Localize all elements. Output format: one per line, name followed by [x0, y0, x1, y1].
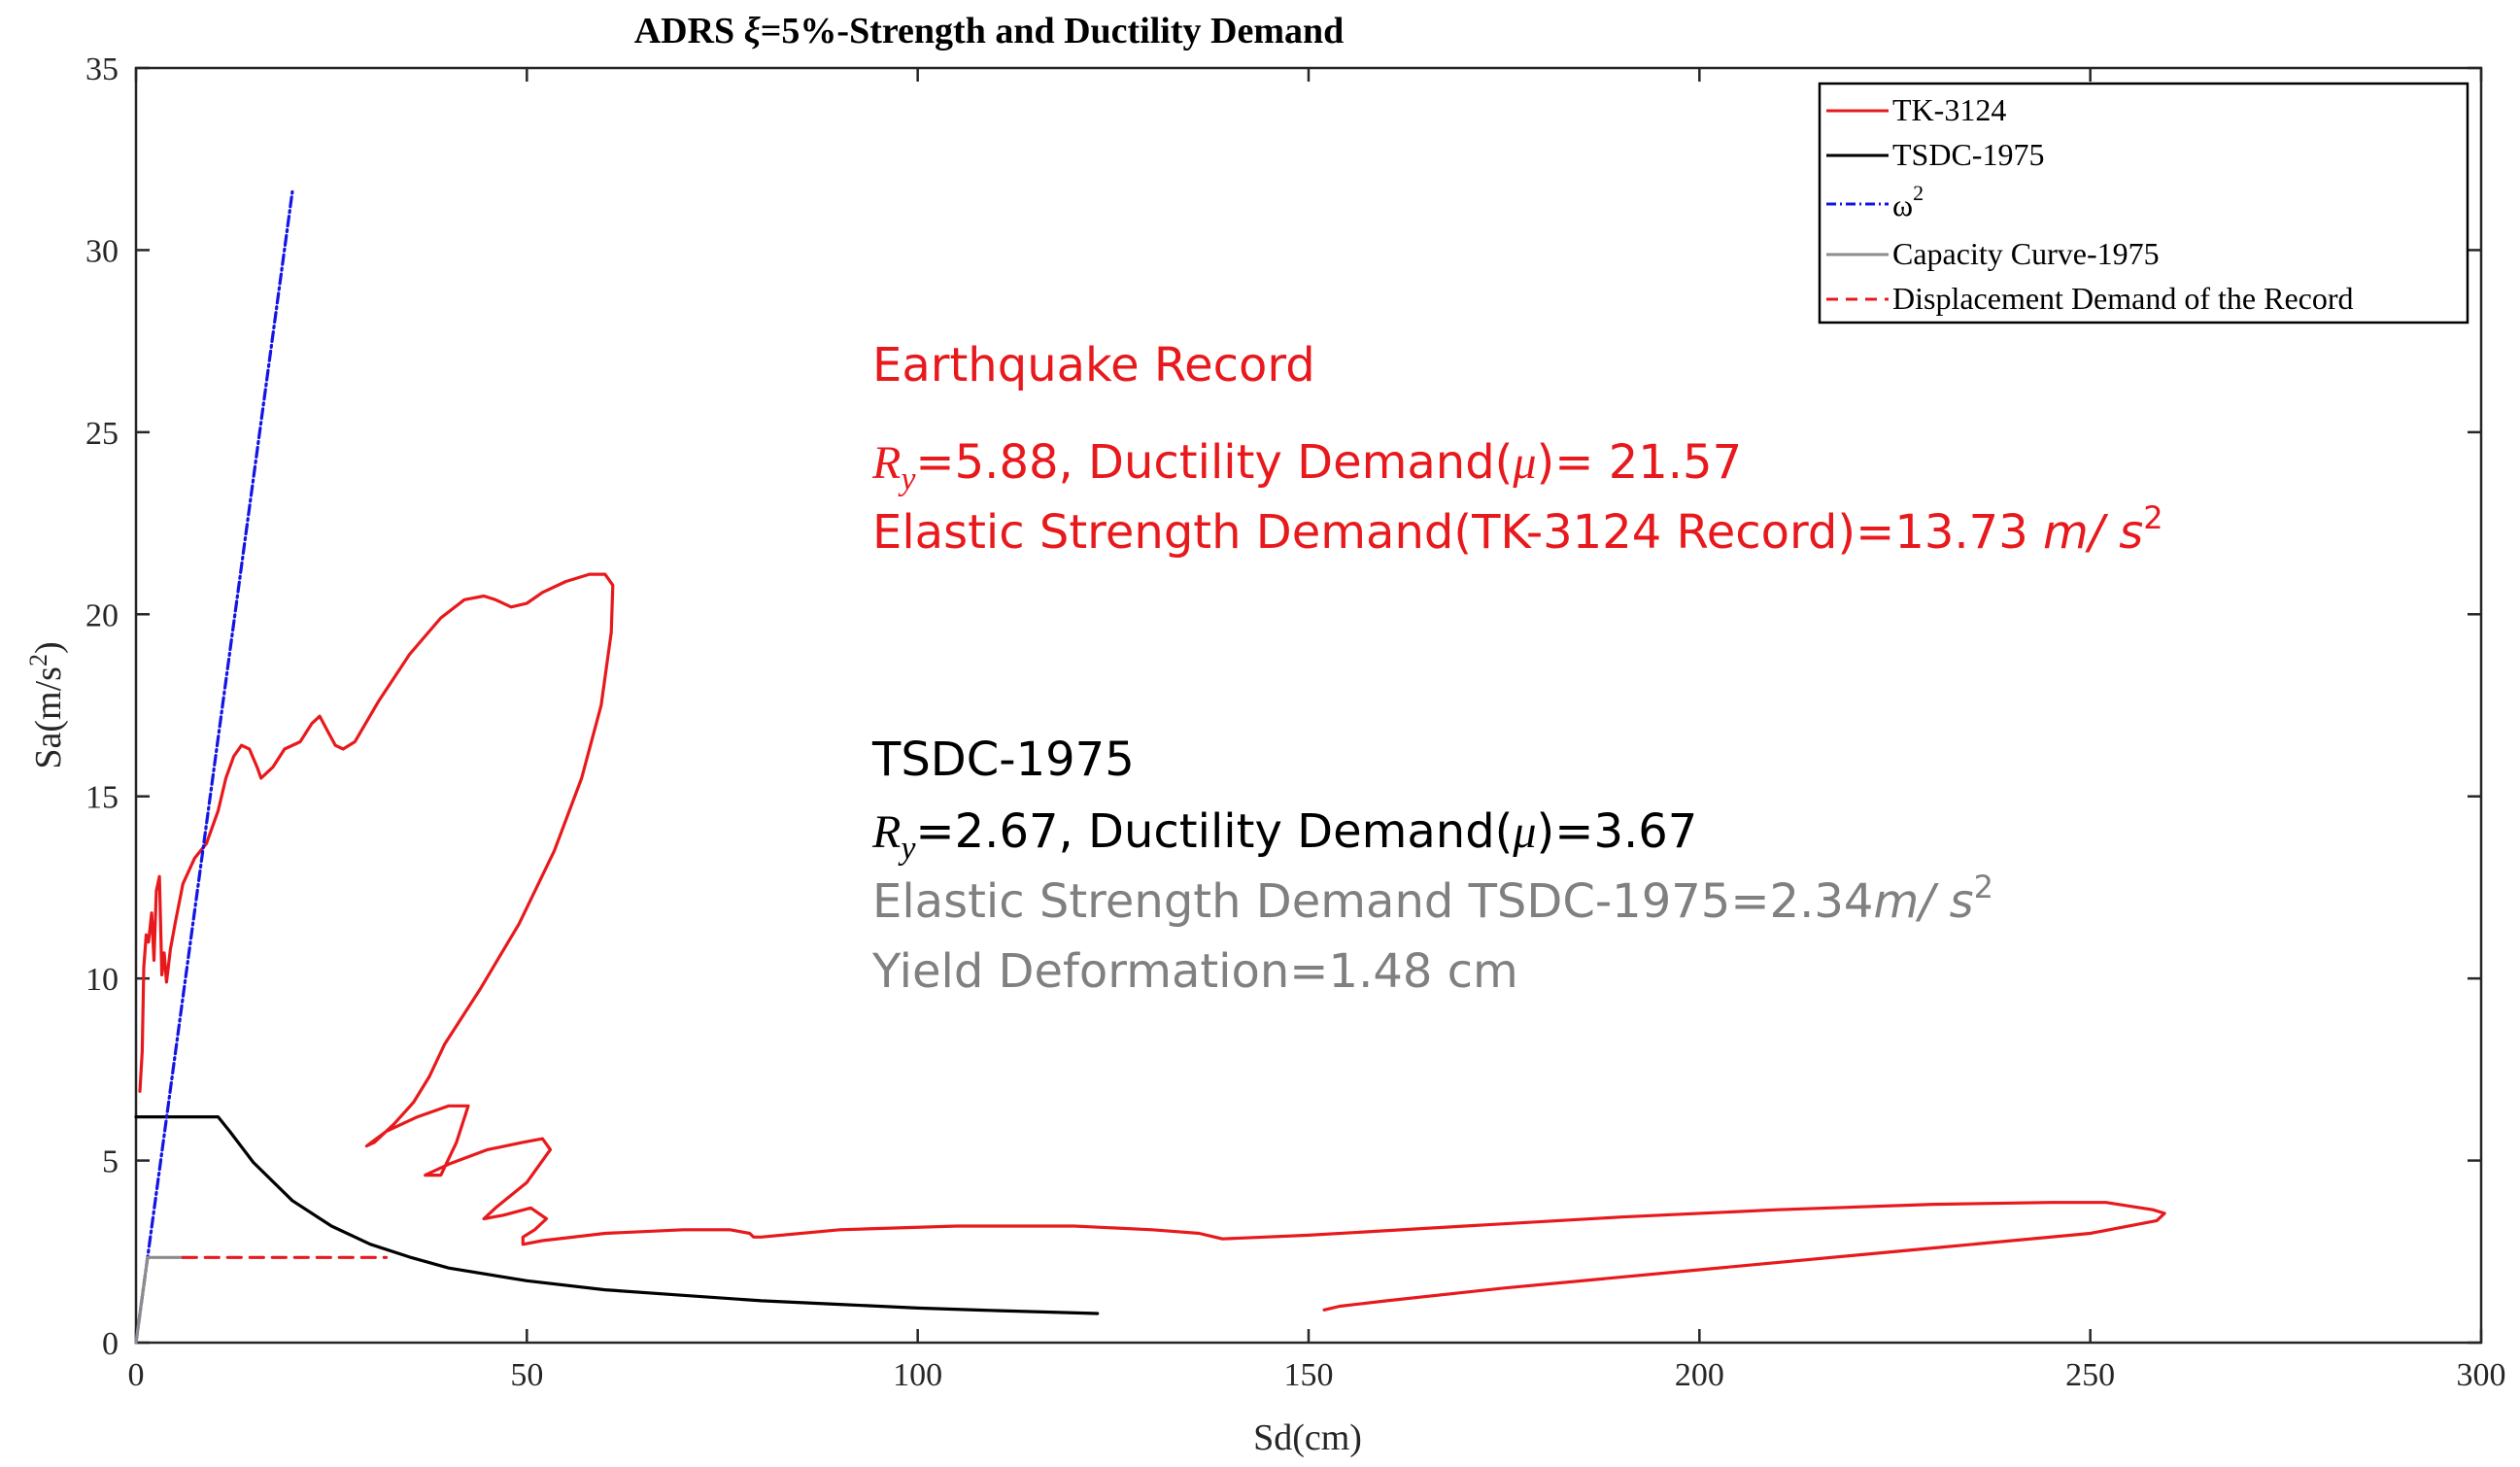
series-layer	[134, 189, 2166, 1345]
legend-label-tsdc-1975: TSDC-1975	[1892, 137, 2044, 172]
annotation-record-ry-ductility: Ry=5.88, Ductility Demand(μ)= 21.57	[871, 435, 1742, 497]
legend: TK-3124 TSDC-1975 ω2 Capacity Curve-1975…	[1818, 82, 2469, 324]
x-tick-label-250: 250	[2065, 1357, 2115, 1393]
axis-tick-labels: 0 50 100 150 200 250 300 0 5 10 15 20 25 30 35	[85, 51, 2506, 1393]
annotation-earthquake-record: Earthquake Record	[872, 338, 1315, 392]
x-tick-label-200: 200	[1675, 1357, 1724, 1393]
y-tick-label-25: 25	[85, 416, 119, 452]
chart-title: ADRS ξ=5%-Strength and Ductility Demand	[634, 11, 1345, 51]
x-tick-label-50: 50	[510, 1357, 543, 1393]
y-tick-label-35: 35	[85, 51, 119, 87]
legend-label-displacement-demand: Displacement Demand of the Record	[1892, 281, 2354, 316]
legend-label-tk-3124: TK-3124	[1892, 92, 2006, 127]
y-tick-label-10: 10	[85, 962, 119, 998]
axis-ticks	[134, 66, 2483, 1345]
y-tick-label-15: 15	[85, 780, 119, 816]
annotations: Earthquake Record Ry=5.88, Ductility Dem…	[871, 338, 2163, 999]
legend-box	[1818, 82, 2469, 324]
series-line-omega2	[134, 189, 294, 1345]
y-axis-label: Sa(m/s2)	[24, 641, 69, 768]
annotation-record-elastic-strength: Elastic Strength Demand(TK-3124 Record)=…	[872, 499, 2163, 560]
legend-label-omega2: ω2	[1892, 181, 1924, 222]
x-tick-label-150: 150	[1284, 1357, 1334, 1393]
annotation-yield-deformation: Yield Deformation=1.48 cm	[871, 944, 1518, 999]
annotation-tsdc-elastic-strength: Elastic Strength Demand TSDC-1975=2.34m/…	[872, 869, 1993, 929]
x-axis-label: Sd(cm)	[1253, 1417, 1362, 1458]
x-tick-label-0: 0	[128, 1357, 145, 1393]
x-tick-label-100: 100	[893, 1357, 942, 1393]
y-tick-label-5: 5	[102, 1144, 119, 1180]
annotation-tsdc-ry-ductility: Ry=2.67, Ductility Demand(μ)=3.67	[871, 804, 1697, 867]
y-tick-label-20: 20	[85, 597, 119, 633]
x-tick-label-300: 300	[2457, 1357, 2506, 1393]
y-tick-label-30: 30	[85, 233, 119, 269]
annotation-tsdc-title: TSDC-1975	[871, 733, 1135, 787]
y-tick-label-0: 0	[102, 1326, 119, 1362]
series-line-capacity-curve-1975	[134, 1255, 185, 1345]
legend-label-capacity-curve: Capacity Curve-1975	[1892, 236, 2160, 271]
series-line-tk-3124	[138, 572, 2166, 1312]
series-line-tsdc-1975	[134, 1114, 1100, 1315]
